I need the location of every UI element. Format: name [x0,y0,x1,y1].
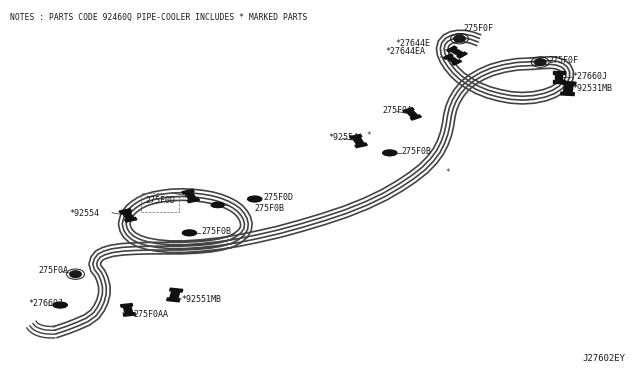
Polygon shape [352,136,365,146]
Polygon shape [119,209,131,214]
Circle shape [454,35,465,42]
Polygon shape [383,150,397,156]
Text: 275F0F: 275F0F [463,24,493,33]
Polygon shape [410,115,421,120]
Polygon shape [188,198,200,203]
Polygon shape [169,289,180,301]
Polygon shape [355,143,367,148]
Polygon shape [125,217,137,222]
Text: *92531MB: *92531MB [573,84,613,93]
Polygon shape [211,202,224,208]
Text: 275F0B: 275F0B [402,147,432,156]
Polygon shape [444,54,453,59]
Circle shape [70,271,81,278]
Text: *92554: *92554 [70,209,100,218]
Polygon shape [53,302,67,308]
Polygon shape [561,92,575,96]
Polygon shape [447,46,457,52]
Polygon shape [182,230,196,236]
Polygon shape [166,298,180,302]
Polygon shape [349,134,362,139]
Text: *: * [366,131,371,140]
Polygon shape [452,60,461,65]
Polygon shape [449,48,465,57]
Text: *92554: *92554 [328,133,358,142]
Polygon shape [445,55,460,64]
Text: J27602EY: J27602EY [583,354,626,363]
Text: 275F0AA: 275F0AA [133,310,168,319]
Polygon shape [184,191,197,201]
Polygon shape [457,52,467,58]
Text: 275F0F: 275F0F [548,56,579,65]
Polygon shape [248,196,262,202]
Text: NOTES : PARTS CODE 92460Q PIPE-COOLER INCLUDES * MARKED PARTS: NOTES : PARTS CODE 92460Q PIPE-COOLER IN… [10,13,307,22]
Polygon shape [182,189,194,194]
Polygon shape [122,210,134,221]
Text: 275F0D: 275F0D [145,196,175,205]
Text: 275F0B: 275F0B [202,227,232,236]
Text: *27644EA: *27644EA [385,47,426,56]
Polygon shape [170,288,183,292]
Polygon shape [124,312,136,316]
Text: 275F0D: 275F0D [263,193,293,202]
Text: *: * [445,168,451,177]
Polygon shape [553,71,564,74]
Text: 275F0B: 275F0B [255,204,285,213]
Text: *27660J: *27660J [573,72,608,81]
Polygon shape [123,305,133,315]
Polygon shape [563,83,573,94]
Polygon shape [555,72,563,82]
Polygon shape [120,304,132,307]
Polygon shape [405,109,419,119]
Polygon shape [553,80,564,83]
Text: *27644E: *27644E [395,39,430,48]
Text: 275F0A: 275F0A [382,106,412,115]
Text: *27660J: *27660J [29,299,64,308]
Polygon shape [562,81,576,85]
Polygon shape [403,108,414,113]
Circle shape [534,59,546,65]
Text: *92551MB: *92551MB [181,295,221,304]
Text: 275F0A: 275F0A [38,266,68,275]
